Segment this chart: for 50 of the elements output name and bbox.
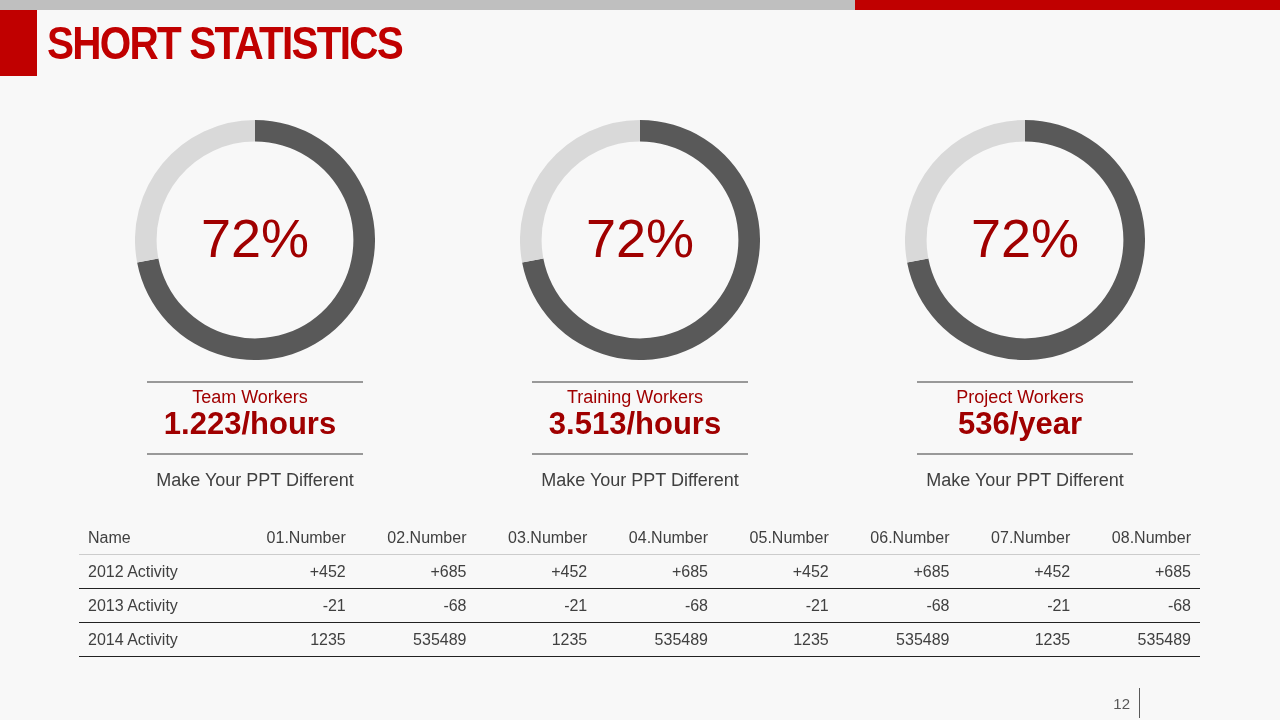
data-label: 1235: [475, 622, 597, 657]
data-label: -68: [596, 588, 717, 623]
data-label: -21: [717, 588, 838, 623]
data-label: 535489: [596, 622, 717, 657]
data-label: -68: [1079, 588, 1200, 623]
text: Project Workers: [955, 387, 1085, 408]
category-label: 06.Number: [837, 521, 959, 555]
text: Name: [79, 521, 234, 555]
text: 2012 Activity: [79, 554, 234, 589]
text: Make Your PPT Different: [925, 470, 1125, 491]
category-label: 08.Number: [1079, 521, 1200, 555]
text: 1.223/hours: [162, 406, 338, 442]
data-label: -21: [475, 588, 597, 623]
data-label: 72%: [200, 207, 310, 268]
text: 536/year: [956, 406, 1084, 442]
category-label: 01.Number: [234, 521, 355, 555]
text: SHORT STATISTICS: [47, 16, 402, 70]
data-label: 1235: [234, 622, 355, 657]
data-label: +685: [596, 554, 717, 589]
text: Training Workers: [565, 387, 704, 408]
text: Make Your PPT Different: [155, 470, 355, 491]
data-label: -68: [354, 588, 476, 623]
category-label: 02.Number: [354, 521, 476, 555]
category-label: 04.Number: [596, 521, 717, 555]
data-label: +452: [234, 554, 355, 589]
text: 12: [1113, 695, 1130, 712]
data-label: -21: [958, 588, 1080, 623]
data-label: 72%: [970, 207, 1080, 268]
text: 2014 Activity: [79, 622, 234, 657]
category-label: 05.Number: [717, 521, 838, 555]
text: 2013 Activity: [79, 588, 234, 623]
data-label: 1235: [717, 622, 838, 657]
data-label: +685: [354, 554, 476, 589]
data-label: +452: [958, 554, 1080, 589]
data-label: -21: [234, 588, 355, 623]
text: Make Your PPT Different: [540, 470, 740, 491]
data-label: +685: [837, 554, 959, 589]
data-label: +685: [1079, 554, 1200, 589]
category-label: 03.Number: [475, 521, 597, 555]
data-label: +452: [717, 554, 838, 589]
data-label: 535489: [354, 622, 476, 657]
text: Team Workers: [191, 387, 309, 408]
data-label: -68: [837, 588, 959, 623]
data-label: 72%: [585, 207, 695, 268]
data-label: 1235: [958, 622, 1080, 657]
data-label: +452: [475, 554, 597, 589]
category-label: 07.Number: [958, 521, 1080, 555]
text: 3.513/hours: [547, 406, 723, 442]
data-label: 535489: [1079, 622, 1200, 657]
data-label: 535489: [837, 622, 959, 657]
